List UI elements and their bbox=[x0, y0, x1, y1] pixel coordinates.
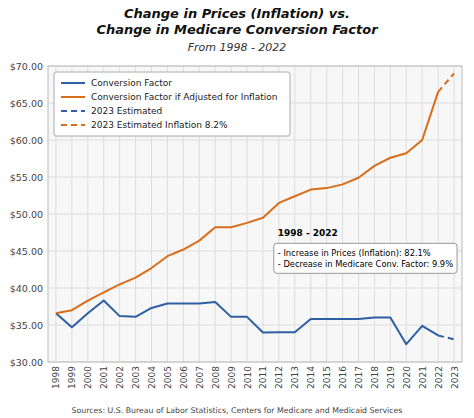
annotation-text: - Increase in Prices (Inflation): 82.1% bbox=[278, 248, 431, 258]
y-tick-label: $55.00 bbox=[10, 172, 43, 183]
x-tick-label: 2009 bbox=[227, 366, 237, 389]
legend-box bbox=[54, 72, 290, 136]
grid-line bbox=[48, 140, 462, 141]
y-tick-label: $30.00 bbox=[10, 357, 43, 368]
annotation-title: 1998 - 2022 bbox=[278, 228, 338, 238]
legend-swatch bbox=[61, 96, 85, 98]
x-tick-label: 2003 bbox=[131, 366, 141, 389]
grid-line bbox=[310, 66, 311, 362]
y-tick-label: $65.00 bbox=[10, 98, 43, 109]
x-tick-label: 2015 bbox=[322, 366, 332, 389]
grid-line bbox=[342, 66, 343, 362]
x-tick-label: 2000 bbox=[83, 366, 93, 389]
grid-line bbox=[454, 66, 455, 362]
x-tick-label: 1998 bbox=[51, 366, 61, 389]
x-tick-label: 2002 bbox=[115, 366, 125, 389]
y-tick-label: $40.00 bbox=[10, 283, 43, 294]
legend-swatch bbox=[61, 110, 85, 112]
series-line bbox=[56, 301, 438, 345]
x-tick-label: 2008 bbox=[211, 366, 221, 389]
x-tick-label: 2019 bbox=[386, 366, 396, 389]
annotation-box bbox=[274, 243, 457, 273]
x-tick-label: 2016 bbox=[338, 366, 348, 389]
x-tick-label: 2021 bbox=[418, 366, 428, 389]
plot-area bbox=[48, 66, 462, 362]
chart: Change in Prices (Inflation) vs.Change i… bbox=[0, 0, 474, 418]
x-tick-label: 2020 bbox=[402, 366, 412, 389]
x-tick-label: 2018 bbox=[370, 366, 380, 389]
legend: Conversion Factor Conversion Factor if Ad… bbox=[54, 72, 290, 136]
plot-frame bbox=[48, 66, 462, 362]
annotation: 1998 - 2022 - Increase in Prices (Inflati… bbox=[274, 228, 457, 273]
grid-line bbox=[358, 66, 359, 362]
y-tick-label: $45.00 bbox=[10, 246, 43, 257]
grid-line bbox=[326, 66, 327, 362]
series-line bbox=[438, 73, 454, 92]
legend-label: 2023 Estimated bbox=[91, 106, 162, 116]
legend-swatch bbox=[61, 82, 85, 84]
title: Change in Medicare Conversion Factor bbox=[96, 22, 379, 37]
y-tick-label: $70.00 bbox=[10, 61, 43, 72]
series-line bbox=[438, 335, 454, 339]
y-tick-label: $60.00 bbox=[10, 135, 43, 146]
x-tick-label: 2023 bbox=[450, 366, 460, 389]
x-tick-label: 1999 bbox=[67, 366, 77, 389]
x-tick-label: 2001 bbox=[99, 366, 109, 389]
x-tick-label: 2012 bbox=[274, 366, 284, 389]
x-tick-label: 2013 bbox=[290, 366, 300, 389]
x-tick-label: 2004 bbox=[147, 366, 157, 389]
legend-label: Conversion Factor if Adjusted for Inflat… bbox=[91, 92, 278, 102]
x-tick-label: 2014 bbox=[306, 366, 316, 389]
grid-line bbox=[48, 214, 462, 215]
grid-line bbox=[406, 66, 407, 362]
x-tick-label: 2007 bbox=[195, 366, 205, 389]
x-tick-label: 2017 bbox=[354, 366, 364, 389]
y-tick-label: $35.00 bbox=[10, 320, 43, 331]
x-tick-label: 2011 bbox=[258, 366, 268, 389]
x-tick-label: 2022 bbox=[434, 366, 444, 389]
legend-swatch bbox=[61, 124, 85, 126]
title: Change in Prices (Inflation) vs. bbox=[124, 6, 350, 21]
x-tick-label: 2010 bbox=[243, 366, 253, 389]
source: Sources: U.S. Bureau of Labor Statistics… bbox=[72, 406, 403, 415]
annotation-text: - Decrease in Medicare Conv. Factor: 9.9… bbox=[278, 259, 453, 269]
grid-line bbox=[294, 66, 295, 362]
grid-line bbox=[438, 66, 439, 362]
x-tick-label: 2005 bbox=[163, 366, 173, 389]
grid-line bbox=[422, 66, 423, 362]
grid-line bbox=[48, 177, 462, 178]
legend-label: Conversion Factor bbox=[91, 78, 172, 88]
x-tick-label: 2006 bbox=[179, 366, 189, 389]
legend-label: 2023 Estimated Inflation 8.2% bbox=[91, 120, 228, 130]
y-tick-label: $50.00 bbox=[10, 209, 43, 220]
subtitle: From 1998 - 2022 bbox=[188, 41, 287, 54]
